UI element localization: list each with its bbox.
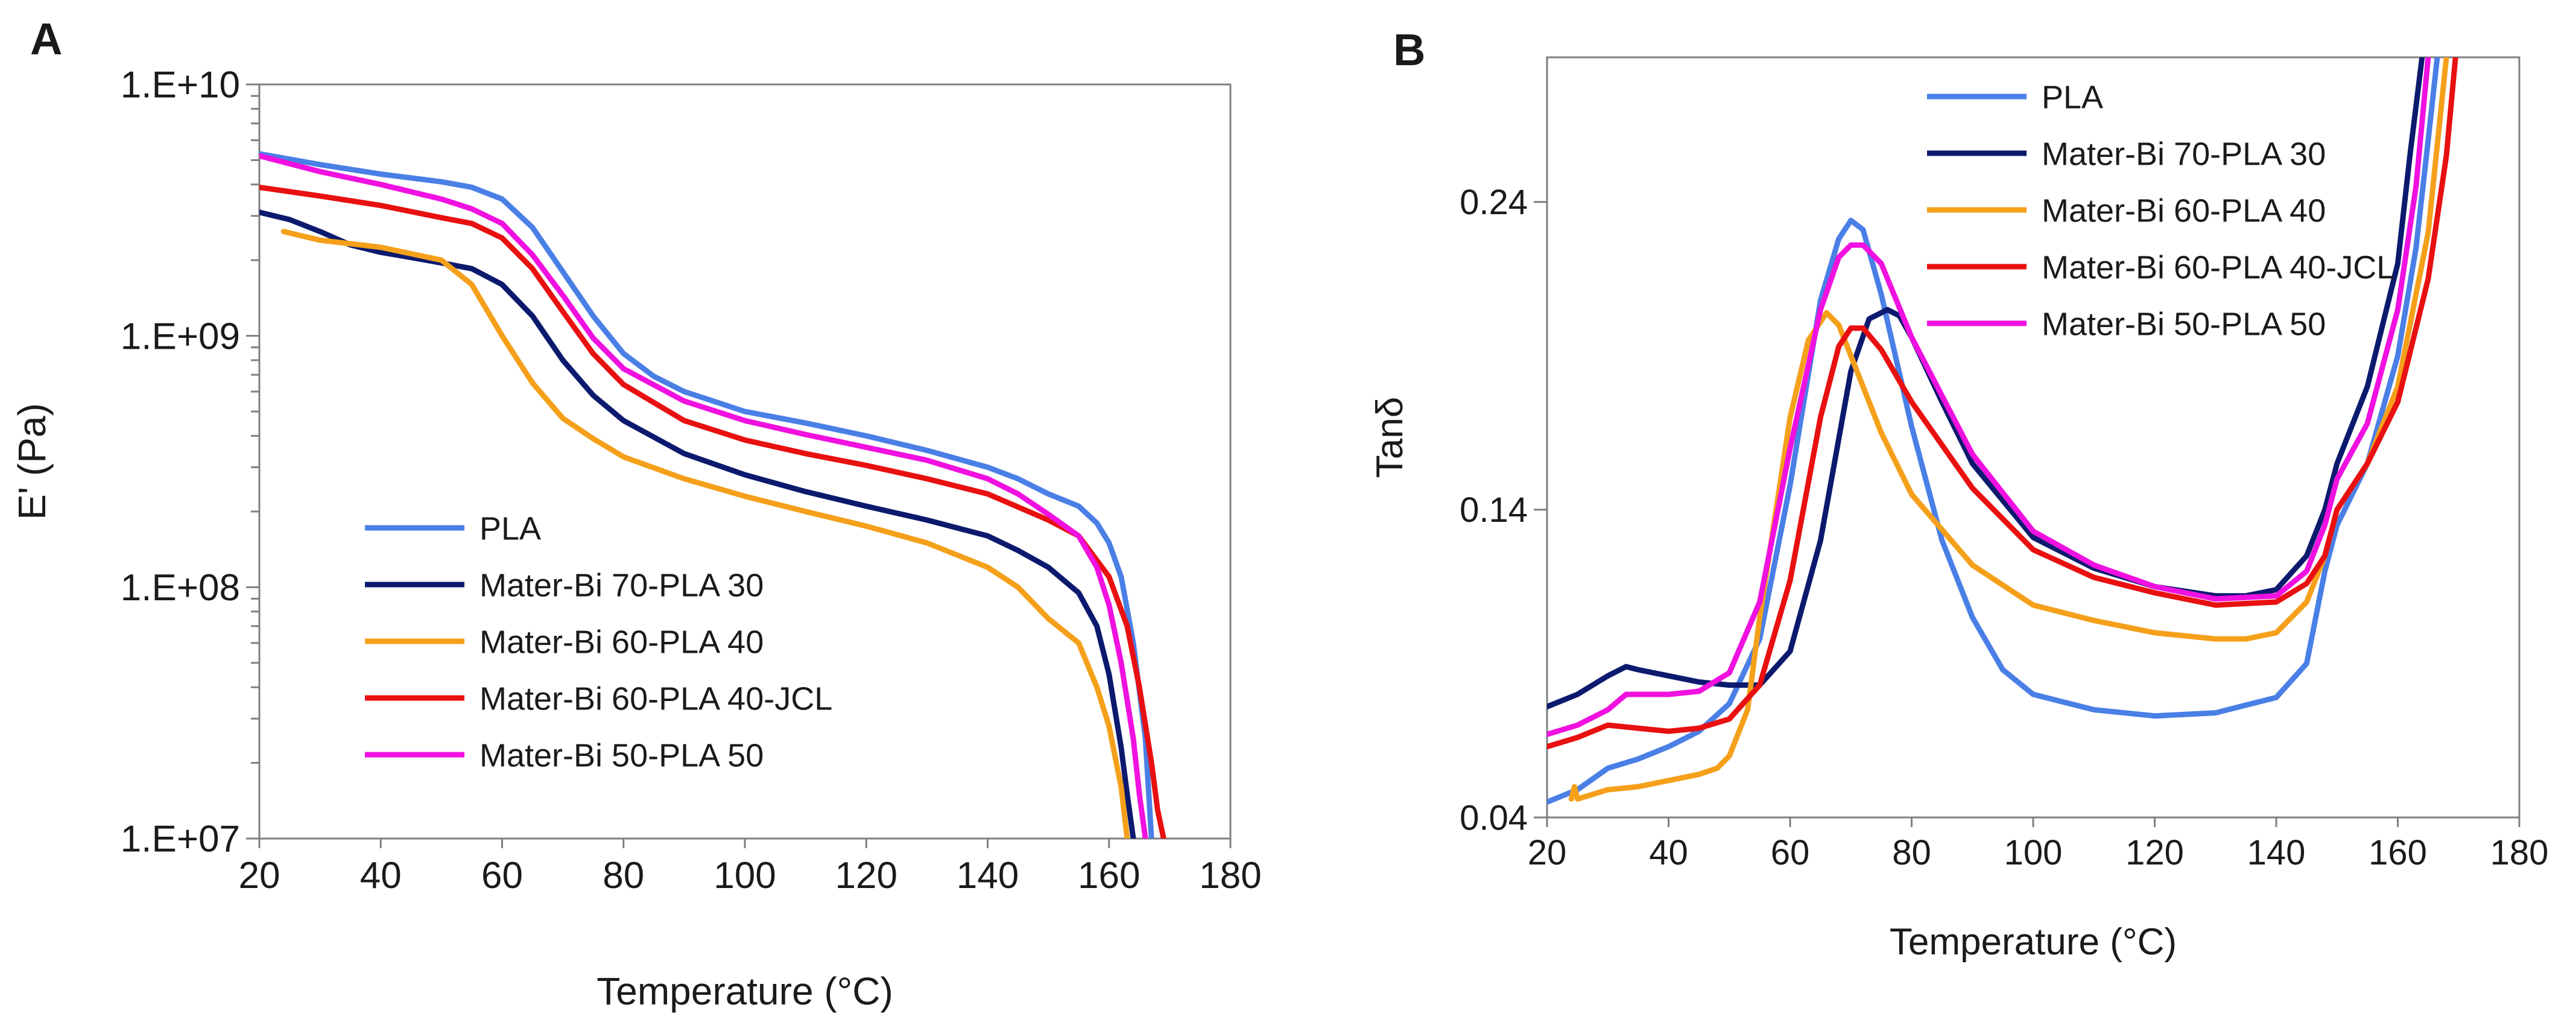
series-line-4 (1547, 57, 2431, 737)
legend-label: Mater-Bi 60-PLA 40 (2042, 192, 2326, 229)
x-tick-label: 160 (1078, 855, 1140, 896)
legend-label: PLA (479, 510, 541, 547)
x-tick-label: 120 (2125, 833, 2184, 872)
legend-item[interactable]: Mater-Bi 50-PLA 50 (365, 737, 764, 773)
legend-label: Mater-Bi 60-PLA 40-JCL (2042, 249, 2394, 285)
legend-label: PLA (2042, 79, 2103, 115)
y-axis-title: E' (Pa) (10, 403, 54, 520)
y-tick-label: 1.E+07 (121, 819, 240, 860)
x-tick-label: 100 (2004, 833, 2063, 872)
x-axis-title: Temperature (°C) (597, 969, 893, 1013)
x-tick-label: 80 (1892, 833, 1931, 872)
x-tick-label: 160 (2369, 833, 2427, 872)
plot-area (258, 83, 1232, 840)
legend-item[interactable]: PLA (365, 510, 541, 547)
legend-item[interactable]: PLA (1927, 79, 2103, 115)
legend: PLA Mater-Bi 70-PLA 30 Mater-Bi 60-PLA 40 M… (1927, 79, 2394, 342)
series-line-3 (1547, 57, 2458, 750)
chart-panel-a: 20 40 60 80 100 120 140 160 180 1.E+07 1.E+08 1.E+0… (10, 14, 1262, 1013)
panel-label: A (30, 14, 62, 64)
y-tick-label: 1.E+09 (121, 316, 240, 357)
x-tick-label: 180 (1199, 855, 1261, 896)
legend-item[interactable]: Mater-Bi 70-PLA 30 (365, 567, 764, 603)
legend-label: Mater-Bi 60-PLA 40-JCL (479, 680, 832, 717)
x-tick-label: 180 (2490, 833, 2549, 872)
y-tick-label: 1.E+10 (121, 65, 240, 106)
x-tick-label: 80 (603, 855, 644, 896)
legend-item[interactable]: Mater-Bi 60-PLA 40 (365, 624, 764, 660)
x-tick-label: 140 (957, 855, 1019, 896)
y-tick-label: 0.04 (1460, 798, 1528, 837)
legend-item[interactable]: Mater-Bi 60-PLA 40-JCL (365, 680, 832, 717)
legend-item[interactable]: Mater-Bi 60-PLA 40 (1927, 192, 2326, 229)
legend-label: Mater-Bi 50-PLA 50 (2042, 306, 2326, 342)
legend-item[interactable]: Mater-Bi 70-PLA 30 (1927, 136, 2326, 172)
x-tick-label: 60 (481, 855, 523, 896)
legend-item[interactable]: Mater-Bi 50-PLA 50 (1927, 306, 2326, 342)
legend: PLA Mater-Bi 70-PLA 30 Mater-Bi 60-PLA 40 M… (365, 510, 832, 773)
x-tick-label: 20 (1528, 833, 1567, 872)
x-tick-label: 40 (360, 855, 402, 896)
series-lines (259, 151, 1166, 839)
x-axis-title: Temperature (°C) (1890, 921, 2177, 963)
legend-label: Mater-Bi 60-PLA 40 (479, 624, 764, 660)
y-axis-title: Tanδ (1369, 397, 1411, 478)
series-line-2 (280, 229, 1130, 839)
series-line-0 (1547, 57, 2440, 805)
x-tick-label: 100 (714, 855, 776, 896)
x-tick-label: 40 (1649, 833, 1688, 872)
x-tick-label: 140 (2247, 833, 2306, 872)
legend-label: Mater-Bi 70-PLA 30 (479, 567, 764, 603)
chart-panel-b: 20 40 60 80 100 120 140 160 180 0.04 0.14 0.24 Tempe… (1369, 25, 2548, 963)
series-line-3 (259, 184, 1166, 839)
series-lines (1547, 57, 2458, 805)
legend-label: Mater-Bi 50-PLA 50 (479, 737, 764, 773)
x-tick-label: 120 (835, 855, 897, 896)
y-tick-label: 0.14 (1460, 490, 1528, 530)
series-line-1 (259, 209, 1136, 839)
legend-item[interactable]: Mater-Bi 60-PLA 40-JCL (1927, 249, 2394, 285)
y-tick-label: 1.E+08 (121, 567, 240, 609)
x-tick-label: 60 (1771, 833, 1810, 872)
legend-label: Mater-Bi 70-PLA 30 (2042, 136, 2326, 172)
series-line-4 (259, 153, 1148, 839)
x-tick-label: 20 (239, 855, 280, 896)
y-tick-label: 0.24 (1460, 183, 1528, 222)
panel-label: B (1393, 25, 1425, 75)
series-line-0 (259, 151, 1154, 839)
